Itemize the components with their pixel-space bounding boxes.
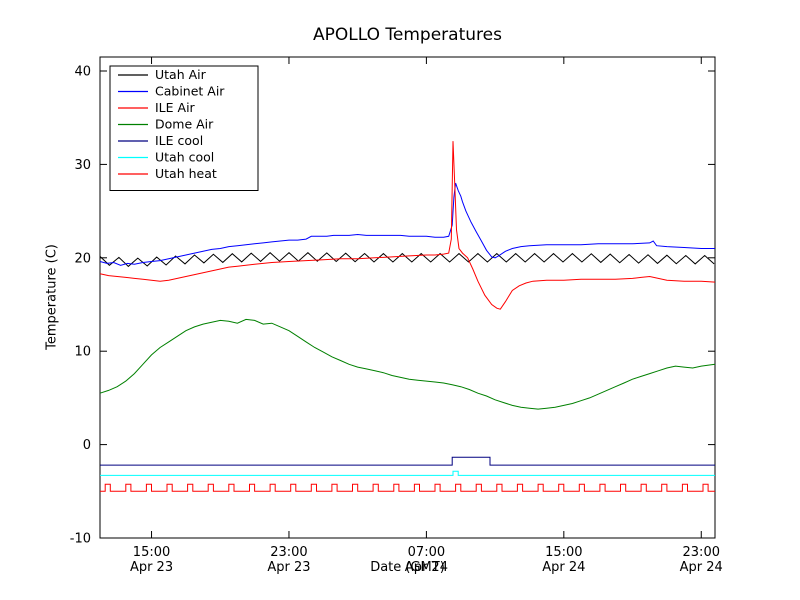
y-tick-label: 0	[83, 438, 91, 453]
legend-label-ile-cool: ILE cool	[155, 133, 203, 148]
x-tick-time: 15:00	[133, 545, 170, 560]
series-line-ile-air	[99, 141, 716, 310]
plot-border	[99, 56, 716, 539]
y-tick-label: 40	[74, 65, 91, 80]
x-tick-time: 15:00	[545, 545, 582, 560]
y-tick-label: 10	[74, 345, 91, 360]
y-tick-label: -10	[70, 532, 91, 547]
x-tick-time: 07:00	[408, 545, 445, 560]
series-line-utah-cool	[100, 470, 715, 476]
legend-box	[109, 65, 259, 191]
series-line-dome-air	[99, 318, 716, 410]
x-tick-time: 23:00	[683, 545, 720, 560]
x-tick-date: Apr 24	[680, 560, 723, 575]
legend-label-utah-air: Utah Air	[155, 67, 207, 82]
y-tick-label: 20	[74, 251, 91, 266]
y-tick-label: 30	[74, 158, 91, 173]
chart-title: APOLLO Temperatures	[313, 25, 502, 45]
x-tick-date: Apr 23	[267, 560, 310, 575]
series-line-ile-cool	[100, 456, 715, 466]
series-line-utah-heat	[100, 483, 715, 492]
legend-label-ile-air: ILE Air	[155, 100, 196, 115]
x-tick-date: Apr 24	[405, 560, 448, 575]
x-tick-date: Apr 24	[542, 560, 585, 575]
legend-label-utah-cool: Utah cool	[155, 150, 214, 165]
x-axis-label: Date (GMT)	[370, 560, 445, 575]
legend-label-utah-heat: Utah heat	[155, 166, 217, 181]
legend-label-cabinet-air: Cabinet Air	[155, 84, 225, 99]
series-line-cabinet-air	[99, 182, 715, 266]
series-line-utah-air	[99, 252, 715, 268]
legend-label-dome-air: Dome Air	[155, 117, 214, 132]
x-tick-date: Apr 23	[130, 560, 173, 575]
series-lines	[99, 141, 716, 492]
x-tick-time: 23:00	[270, 545, 307, 560]
